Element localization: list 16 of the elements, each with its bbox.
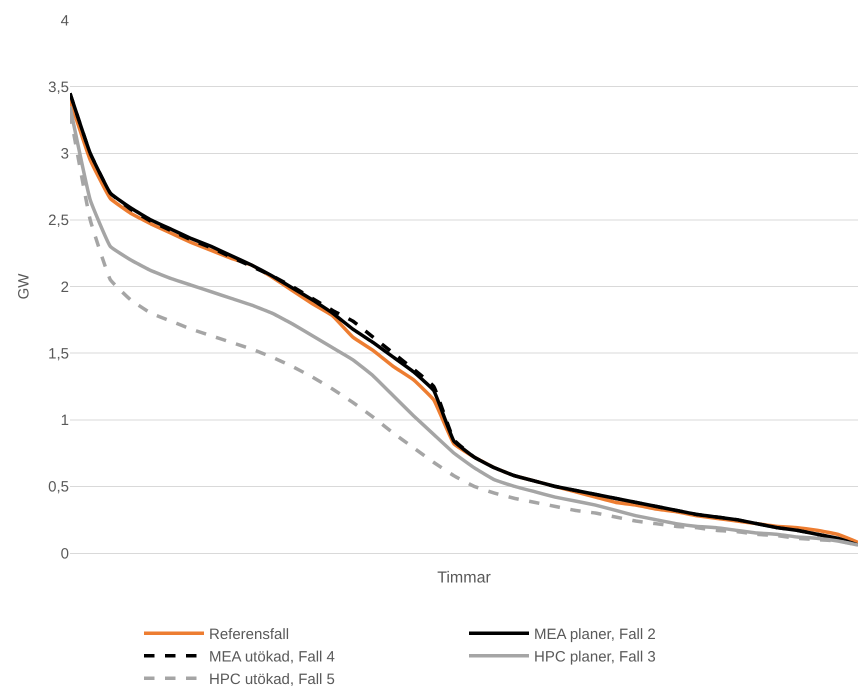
y-tick-label: 0,5: [48, 478, 69, 496]
x-axis-title: Timmar: [437, 570, 492, 587]
y-tick-label: 4: [60, 12, 69, 30]
y-tick-label: 1: [60, 412, 69, 429]
y-tick-label: 3: [60, 146, 69, 162]
legend-label: MEA utökad, Fall 4: [209, 648, 335, 666]
legend-label: HPC planer, Fall 3: [534, 648, 656, 666]
y-tick-label: 3,5: [48, 78, 69, 96]
y-tick-label: 2: [60, 278, 69, 296]
y-tick-label: 2,5: [48, 212, 69, 230]
y-axis-title: GW: [15, 272, 32, 300]
y-tick-label: 1,5: [48, 345, 69, 362]
legend-label: Referensfall: [209, 626, 290, 644]
legend-label: MEA planer, Fall 2: [534, 626, 656, 644]
y-tick-label: 0: [60, 545, 69, 562]
legend-label: HPC utökad, Fall 5: [209, 671, 335, 688]
